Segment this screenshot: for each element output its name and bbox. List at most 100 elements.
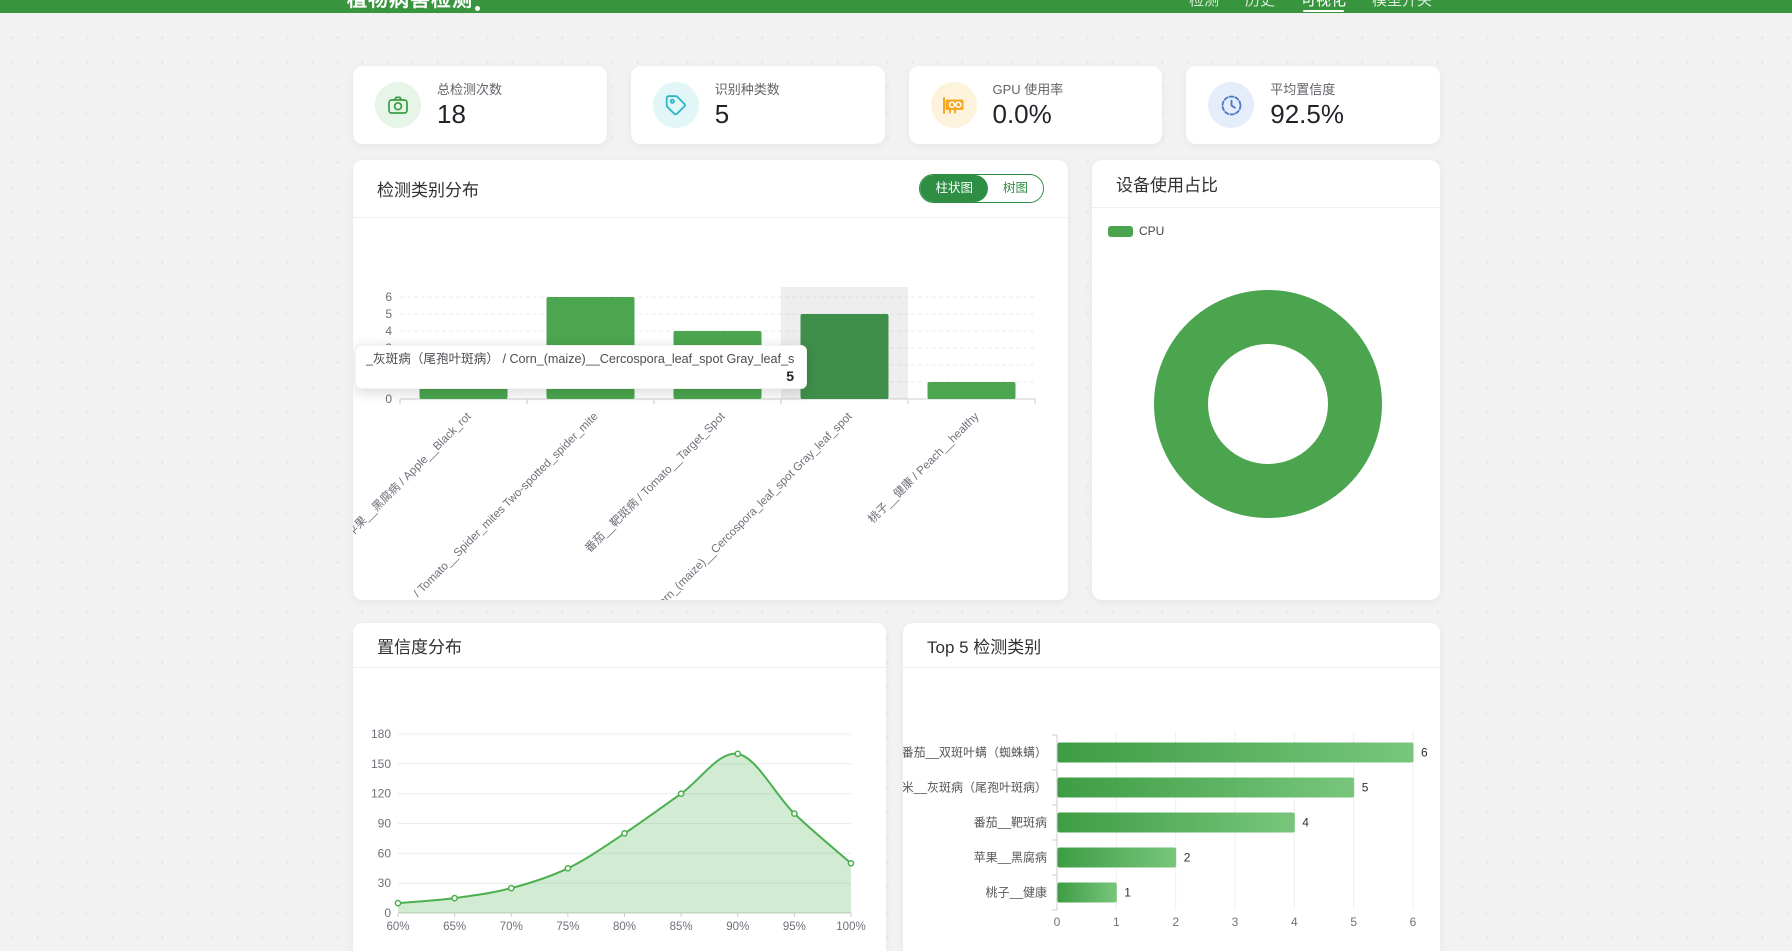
top5-card-title: Top 5 检测类别 <box>927 637 1042 657</box>
top5-bar-svg: 0 1 2 3 4 5 6 番茄__双斑叶螨（蜘蛛螨） 6 玉米__灰斑病（尾孢叶斑病） 5 番茄__… <box>903 731 1428 929</box>
svg-text:5: 5 <box>1350 915 1357 929</box>
svg-text:4: 4 <box>385 324 392 338</box>
svg-text:100%: 100% <box>836 921 865 933</box>
stat-label: 平均置信度 <box>1270 81 1336 97</box>
legend-label: CPU <box>1139 224 1165 238</box>
svg-text:80%: 80% <box>613 921 636 933</box>
svg-text:6: 6 <box>1410 915 1417 929</box>
top5-bar-chart[interactable]: 0 1 2 3 4 5 6 番茄__双斑叶螨（蜘蛛螨） 6 玉米__灰斑病（尾孢叶斑病） 5 番茄__… <box>903 668 1440 951</box>
device-usage-card: 设备使用占比 CPU <box>1092 160 1440 600</box>
stats-row: 总检测次数 18 识别种类数 5 GPU 使用率 0.0% 平均置信度 92.5… <box>353 66 1440 144</box>
svg-text:番茄__靶斑病 / Tomato__Target_Spot: 番茄__靶斑病 / Tomato__Target_Spot <box>582 409 729 556</box>
stat-value: 0.0% <box>992 98 1052 129</box>
category-card-title: 检测类别分布 <box>377 181 479 200</box>
svg-text:4: 4 <box>1302 816 1309 830</box>
stat-label: 识别种类数 <box>714 81 780 97</box>
svg-text:5: 5 <box>385 307 392 321</box>
svg-text:180: 180 <box>371 727 391 741</box>
svg-text:4: 4 <box>1291 915 1298 929</box>
top-navbar: 植物病害检测 检测 历史 可视化 模型开关 <box>0 0 1792 13</box>
navbar-content: 植物病害检测 检测 历史 可视化 模型开关 <box>347 0 1440 13</box>
top5-categories-card: Top 5 检测类别 0 1 2 3 4 5 6 番茄__双斑叶螨（蜘蛛螨） 6 玉米__灰斑病（… <box>903 623 1440 951</box>
nav-item-历史[interactable]: 历史 <box>1244 0 1275 9</box>
stat-card-GPU 使用率: GPU 使用率 0.0% <box>908 66 1163 144</box>
stat-text: 平均置信度 92.5% <box>1270 82 1344 129</box>
svg-text:苹果__黑腐病 / Apple__Black_rot: 苹果__黑腐病 / Apple__Black_rot <box>353 409 474 540</box>
svg-text:3: 3 <box>1232 915 1239 929</box>
tooltip-label: _灰斑病（尾孢叶斑病） / Corn_(maize)__Cercospora_l… <box>366 352 794 366</box>
stat-value: 5 <box>714 98 730 129</box>
svg-text:桃子__健康 / Peach__healthy: 桃子__健康 / Peach__healthy <box>865 409 982 526</box>
svg-text:桃子__健康: 桃子__健康 <box>986 885 1047 900</box>
svg-text:2: 2 <box>1184 851 1191 865</box>
toggle-树图[interactable]: 树图 <box>987 175 1043 202</box>
stat-label: 总检测次数 <box>437 81 503 97</box>
nav-menu: 检测 历史 可视化 模型开关 <box>1188 0 1432 12</box>
device-donut-chart[interactable]: CPU <box>1092 208 1440 600</box>
svg-text:6: 6 <box>385 290 392 304</box>
svg-text:30: 30 <box>378 876 392 890</box>
device-legend[interactable]: CPU <box>1108 224 1164 238</box>
svg-text:番茄__双斑叶螨（蜘蛛螨） / Tomato__Spider: 番茄__双斑叶螨（蜘蛛螨） / Tomato__Spider_mites Two… <box>353 409 601 600</box>
tooltip-value: 5 <box>786 368 794 384</box>
category-bar-chart[interactable]: 0123456苹果__黑腐病 / Apple__Black_rot番茄__双斑叶… <box>353 218 1068 600</box>
nav-item-模型开关[interactable]: 模型开关 <box>1371 0 1432 9</box>
svg-text:0: 0 <box>384 906 391 920</box>
gpu-icon <box>930 82 977 128</box>
confidence-area-chart[interactable]: 0 30 60 90 120 150 180 60% 65% 70% 75% 80% 85% 90% 95%… <box>353 668 886 951</box>
svg-text:120: 120 <box>371 787 391 801</box>
stat-text: 识别种类数 5 <box>715 82 780 129</box>
nav-item-可视化[interactable]: 可视化 <box>1301 0 1346 12</box>
svg-text:60%: 60% <box>386 921 409 933</box>
svg-text:85%: 85% <box>670 921 693 933</box>
stat-card-总检测次数: 总检测次数 18 <box>353 66 607 144</box>
svg-text:2: 2 <box>1172 915 1179 929</box>
app-title: 植物病害检测 <box>347 0 473 11</box>
toggle-柱状图[interactable]: 柱状图 <box>920 175 988 202</box>
svg-text:1: 1 <box>1113 915 1120 929</box>
device-card-title: 设备使用占比 <box>1116 176 1218 195</box>
device-donut-svg <box>1154 290 1382 518</box>
camera-icon <box>375 82 421 128</box>
legend-swatch <box>1108 225 1133 237</box>
stat-value: 92.5% <box>1270 98 1344 129</box>
svg-text:0: 0 <box>385 392 392 406</box>
svg-text:90%: 90% <box>726 921 749 933</box>
svg-text:苹果__黑腐病: 苹果__黑腐病 <box>974 850 1047 865</box>
top5-card-header: Top 5 检测类别 <box>903 623 1440 668</box>
confidence-distribution-card: 置信度分布 0 30 60 90 120 150 180 60% 65% 70% 75% 80% 85%… <box>353 623 886 951</box>
nav-item-检测[interactable]: 检测 <box>1188 0 1219 9</box>
category-card-header: 检测类别分布 柱状图 树图 <box>353 160 1068 218</box>
stat-label: GPU 使用率 <box>992 81 1064 97</box>
svg-text:0: 0 <box>1054 915 1061 929</box>
svg-text:90: 90 <box>378 817 392 831</box>
confidence-area-svg: 0 30 60 90 120 150 180 60% 65% 70% 75% 80% 85% 90% 95%… <box>371 727 866 933</box>
stat-card-识别种类数: 识别种类数 5 <box>630 66 885 144</box>
svg-text:65%: 65% <box>443 921 466 933</box>
confidence-card-title: 置信度分布 <box>377 637 462 657</box>
chart-type-toggle: 柱状图 树图 <box>919 174 1044 203</box>
chart-tooltip: _灰斑病（尾孢叶斑病） / Corn_(maize)__Cercospora_l… <box>355 345 807 389</box>
device-card-header: 设备使用占比 <box>1092 160 1440 208</box>
tag-icon <box>652 82 699 128</box>
svg-text:70%: 70% <box>500 921 523 933</box>
svg-text:6: 6 <box>1421 746 1428 760</box>
svg-text:5: 5 <box>1362 781 1369 795</box>
svg-text:番茄__靶斑病: 番茄__靶斑病 <box>974 815 1047 830</box>
svg-text:60: 60 <box>378 846 392 860</box>
confidence-card-header: 置信度分布 <box>353 623 886 668</box>
svg-text:1: 1 <box>1124 886 1131 900</box>
clock-icon <box>1208 82 1255 128</box>
stat-text: GPU 使用率 0.0% <box>993 82 1064 129</box>
stat-card-平均置信度: 平均置信度 92.5% <box>1186 66 1440 144</box>
svg-text:75%: 75% <box>556 921 579 933</box>
category-bar-svg: 0123456苹果__黑腐病 / Apple__Black_rot番茄__双斑叶… <box>353 287 1036 600</box>
stat-text: 总检测次数 18 <box>437 82 502 129</box>
svg-text:番茄__双斑叶螨（蜘蛛螨）: 番茄__双斑叶螨（蜘蛛螨） <box>903 745 1047 760</box>
svg-text:150: 150 <box>371 757 391 771</box>
title-dot <box>475 6 480 11</box>
stat-value: 18 <box>437 98 466 129</box>
svg-text:95%: 95% <box>783 921 806 933</box>
